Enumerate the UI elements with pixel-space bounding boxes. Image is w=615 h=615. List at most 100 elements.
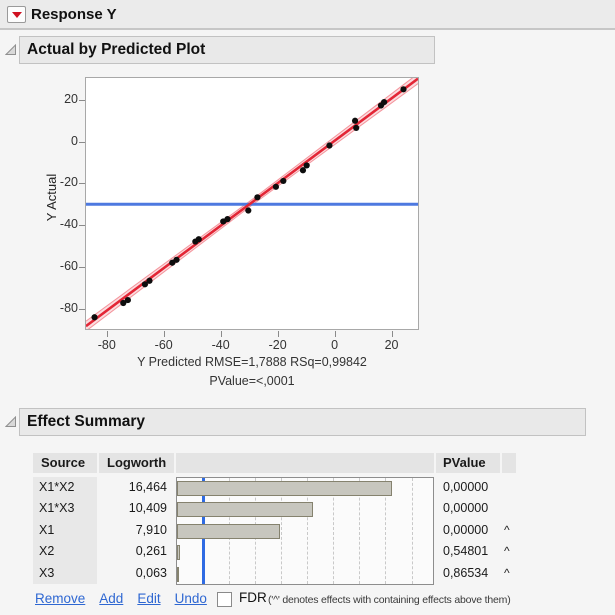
containing-effect-caret: ^ (504, 565, 510, 580)
data-point (303, 162, 310, 169)
pvalue-value: 0,54801 (443, 544, 489, 559)
column-header-caret (502, 453, 516, 473)
logworth-bar (177, 545, 181, 561)
y-tick-mark (79, 99, 85, 101)
data-point (351, 117, 359, 124)
source-cell[interactable]: X1*X3 (33, 498, 97, 520)
plot-caption-line1: Y Predicted RMSE=1,7888 RSq=0,99842 (137, 355, 367, 369)
actual-by-predicted-header[interactable]: Actual by Predicted Plot (19, 36, 435, 64)
logworth-value: 7,910 (135, 522, 167, 537)
data-point (299, 167, 307, 174)
response-title: Response Y (31, 6, 117, 23)
data-point (146, 277, 153, 284)
plot-caption-line2: PValue=<,0001 (209, 374, 295, 388)
column-header-barchart (176, 453, 434, 473)
x-tick-mark (163, 331, 165, 337)
response-header-band: Response Y (0, 0, 615, 30)
logworth-value: 0,063 (135, 565, 167, 580)
y-tick-label: 0 (71, 133, 78, 148)
data-point (141, 281, 149, 288)
bar-gridline (281, 478, 283, 584)
y-tick-mark (79, 183, 85, 185)
x-tick-mark (334, 331, 336, 337)
caret-note: ('^' denotes effects with containing eff… (268, 594, 511, 606)
undo-link[interactable]: Undo (174, 591, 207, 606)
add-link[interactable]: Add (99, 591, 124, 606)
collapse-triangle-icon[interactable] (5, 416, 17, 428)
y-tick-label: -20 (59, 175, 78, 190)
data-point (195, 236, 202, 243)
data-point (124, 296, 131, 304)
fdr-checkbox[interactable] (217, 592, 232, 607)
y-tick-mark (79, 267, 85, 269)
data-point (353, 124, 360, 132)
x-tick-label: -20 (268, 338, 287, 352)
logworth-value: 16,464 (128, 480, 167, 494)
effect-summary-title: Effect Summary (27, 413, 146, 430)
source-cell[interactable]: X3 (33, 562, 97, 584)
pvalue-value: 0,86534 (443, 565, 489, 580)
x-tick-label: -60 (154, 338, 173, 352)
pvalue-value: 0,00000 (443, 522, 489, 537)
bar-gridline (307, 478, 309, 584)
y-tick-label: -60 (59, 259, 78, 274)
bar-gridline (359, 478, 361, 584)
column-header-pvalue: PValue (436, 453, 500, 473)
data-point (120, 299, 127, 307)
y-tick-label: -80 (59, 301, 78, 316)
source-cell[interactable]: X1 (33, 519, 97, 542)
pvalue-value: 0,00000 (443, 480, 489, 494)
logworth-bar (177, 523, 281, 539)
y-tick-mark (79, 141, 85, 143)
bar-gridline (333, 478, 335, 584)
data-point (245, 207, 252, 214)
data-point (173, 256, 180, 263)
remove-link[interactable]: Remove (35, 591, 86, 606)
effect-summary-header[interactable]: Effect Summary (19, 408, 586, 436)
data-point (381, 99, 388, 106)
bar-gridline (411, 478, 413, 584)
x-tick-label: -80 (97, 338, 116, 352)
y-tick-mark (79, 309, 85, 311)
logworth-bar (177, 566, 179, 582)
containing-effect-caret: ^ (504, 522, 510, 537)
x-tick-mark (277, 331, 279, 337)
fdr-label: FDR (239, 590, 267, 605)
x-tick-mark (391, 331, 393, 337)
data-point (272, 183, 280, 190)
red-triangle-icon (12, 12, 22, 18)
collapse-triangle-icon[interactable] (5, 44, 17, 56)
source-cell[interactable]: X2 (33, 541, 97, 563)
bar-gridline (385, 478, 387, 584)
logworth-value: 10,409 (128, 501, 167, 516)
data-point (280, 177, 287, 185)
confidence-band-upper-edge (85, 73, 419, 322)
column-header-source: Source (33, 453, 97, 473)
logworth-bar-chart (176, 477, 434, 585)
pvalue-value: 0,00000 (443, 501, 489, 516)
effect-action-links: Remove Add Edit Undo (35, 591, 207, 606)
data-point (224, 216, 231, 223)
actual-by-predicted-title: Actual by Predicted Plot (27, 41, 206, 58)
data-point (254, 194, 261, 201)
data-point (400, 86, 407, 93)
scatter-plot-canvas (85, 73, 419, 332)
x-tick-label: 0 (331, 338, 339, 352)
y-tick-label: 20 (64, 91, 78, 106)
red-triangle-menu-button[interactable] (7, 6, 26, 23)
column-header-logworth: Logworth (99, 453, 174, 473)
y-tick-mark (79, 225, 85, 227)
y-tick-label: -40 (59, 217, 78, 232)
x-tick-label: -40 (211, 338, 230, 352)
logworth-bar (177, 481, 392, 496)
actual-by-predicted-plot[interactable] (85, 73, 419, 332)
edit-link[interactable]: Edit (137, 591, 161, 606)
logworth-bar (177, 502, 313, 518)
source-cell[interactable]: X1*X2 (33, 477, 97, 499)
x-tick-mark (220, 331, 222, 337)
fit-line (85, 77, 419, 328)
containing-effect-caret: ^ (504, 544, 510, 559)
x-tick-label: 20 (384, 338, 399, 352)
data-point (91, 314, 98, 321)
x-tick-mark (106, 331, 108, 337)
